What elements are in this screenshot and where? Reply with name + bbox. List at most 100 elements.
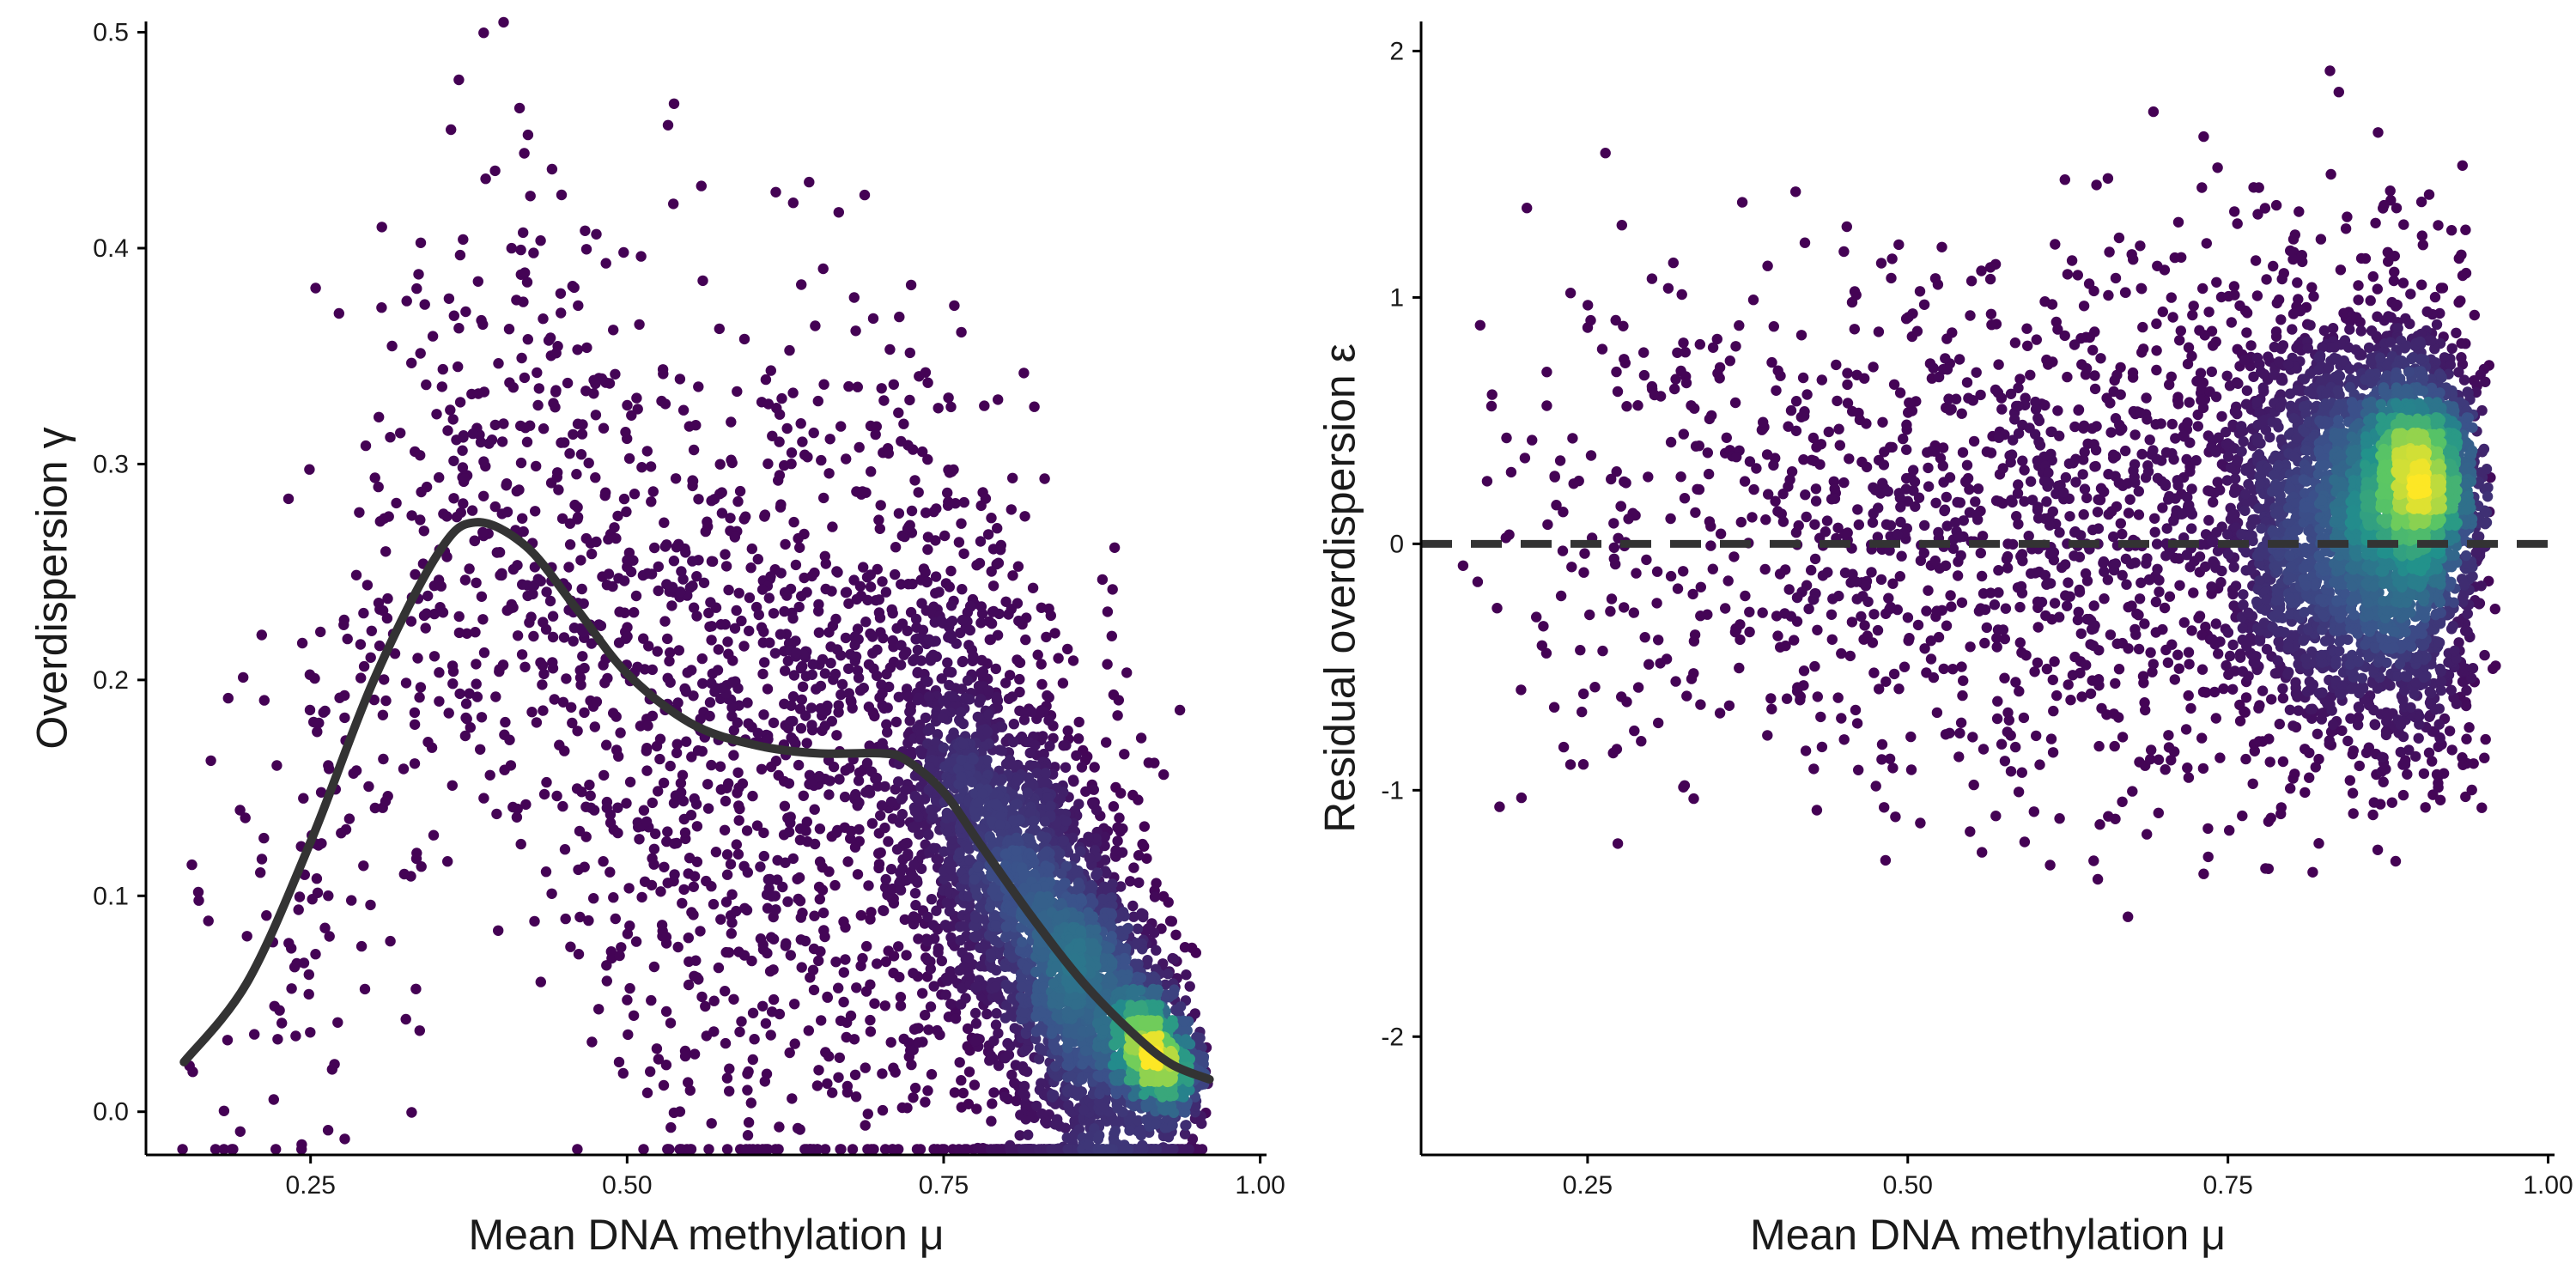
data-point	[702, 803, 714, 814]
data-point	[808, 943, 820, 955]
data-point	[665, 1018, 677, 1029]
data-point	[547, 631, 559, 643]
data-point	[415, 348, 426, 359]
data-point	[680, 547, 691, 558]
data-point	[567, 281, 578, 292]
data-point	[966, 939, 978, 951]
data-point	[933, 854, 945, 865]
data-point	[310, 283, 321, 294]
data-point	[497, 659, 509, 671]
data-point	[987, 885, 998, 896]
data-point	[679, 1050, 691, 1062]
data-point	[618, 493, 630, 505]
data-point	[902, 625, 913, 636]
data-point	[476, 712, 488, 723]
data-point	[612, 827, 623, 839]
data-point	[908, 968, 919, 979]
data-point	[579, 662, 590, 674]
data-point	[939, 530, 951, 542]
data-point	[789, 999, 800, 1010]
data-point	[975, 694, 987, 705]
data-point	[454, 397, 466, 408]
data-point	[869, 998, 880, 1009]
data-point	[613, 1056, 625, 1068]
data-point	[808, 427, 819, 439]
data-point	[957, 683, 968, 695]
data-point	[471, 678, 482, 690]
data-point	[568, 635, 579, 647]
data-point	[222, 1035, 234, 1046]
data-point	[521, 276, 533, 288]
data-point	[308, 716, 319, 728]
data-point	[683, 853, 696, 864]
data-point	[803, 1025, 814, 1036]
data-point	[867, 647, 878, 659]
data-point	[813, 1065, 824, 1076]
data-point	[678, 884, 690, 896]
data-point	[389, 648, 401, 659]
data-point	[768, 608, 780, 619]
data-point	[894, 817, 906, 828]
data-point	[566, 702, 577, 713]
data-point	[758, 827, 769, 839]
data-point	[562, 377, 574, 389]
data-point	[706, 1118, 717, 1129]
data-point	[1128, 862, 1139, 873]
data-point	[970, 913, 981, 924]
data-point	[720, 549, 731, 560]
data-point	[680, 683, 691, 696]
data-point	[1109, 1125, 1121, 1137]
data-point	[418, 526, 429, 537]
data-point	[725, 859, 737, 870]
data-point	[811, 1080, 823, 1091]
data-point	[659, 517, 670, 528]
data-point	[742, 866, 753, 878]
data-point	[674, 1106, 686, 1117]
data-point	[422, 590, 434, 602]
data-point	[682, 667, 693, 678]
data-point	[522, 129, 534, 141]
data-point	[664, 655, 675, 667]
data-point	[1099, 854, 1111, 866]
data-point	[1121, 924, 1133, 935]
data-point	[1108, 689, 1120, 701]
data-point	[899, 914, 911, 926]
data-point	[738, 950, 750, 961]
data-point	[234, 805, 246, 816]
data-point	[507, 563, 519, 575]
data-point	[726, 416, 737, 428]
data-point	[1121, 974, 1132, 985]
data-point	[591, 696, 603, 708]
data-point	[745, 1097, 756, 1109]
data-point	[752, 727, 763, 738]
data-point	[437, 607, 449, 618]
data-point	[962, 1023, 974, 1035]
data-point	[693, 974, 704, 985]
data-point	[986, 1115, 997, 1127]
data-point	[1018, 1064, 1030, 1075]
data-point	[546, 163, 558, 175]
data-point	[416, 861, 427, 872]
data-point	[945, 565, 957, 577]
data-point	[671, 738, 683, 750]
data-point	[714, 761, 726, 772]
data-point	[716, 683, 727, 694]
data-point	[873, 862, 884, 874]
data-point	[1108, 801, 1120, 812]
data-point	[909, 1082, 921, 1094]
data-point	[1121, 667, 1133, 678]
data-point	[1003, 693, 1015, 704]
data-point	[774, 1121, 785, 1133]
data-point	[448, 310, 459, 321]
data-point	[334, 692, 345, 703]
data-point	[303, 969, 314, 981]
data-point	[669, 869, 680, 880]
data-point	[1112, 822, 1123, 833]
data-point	[774, 436, 785, 447]
data-point	[677, 404, 690, 416]
data-point	[443, 293, 455, 304]
data-point	[1039, 816, 1051, 827]
data-point	[1133, 794, 1144, 805]
data-point	[878, 632, 889, 644]
data-point	[686, 751, 697, 762]
